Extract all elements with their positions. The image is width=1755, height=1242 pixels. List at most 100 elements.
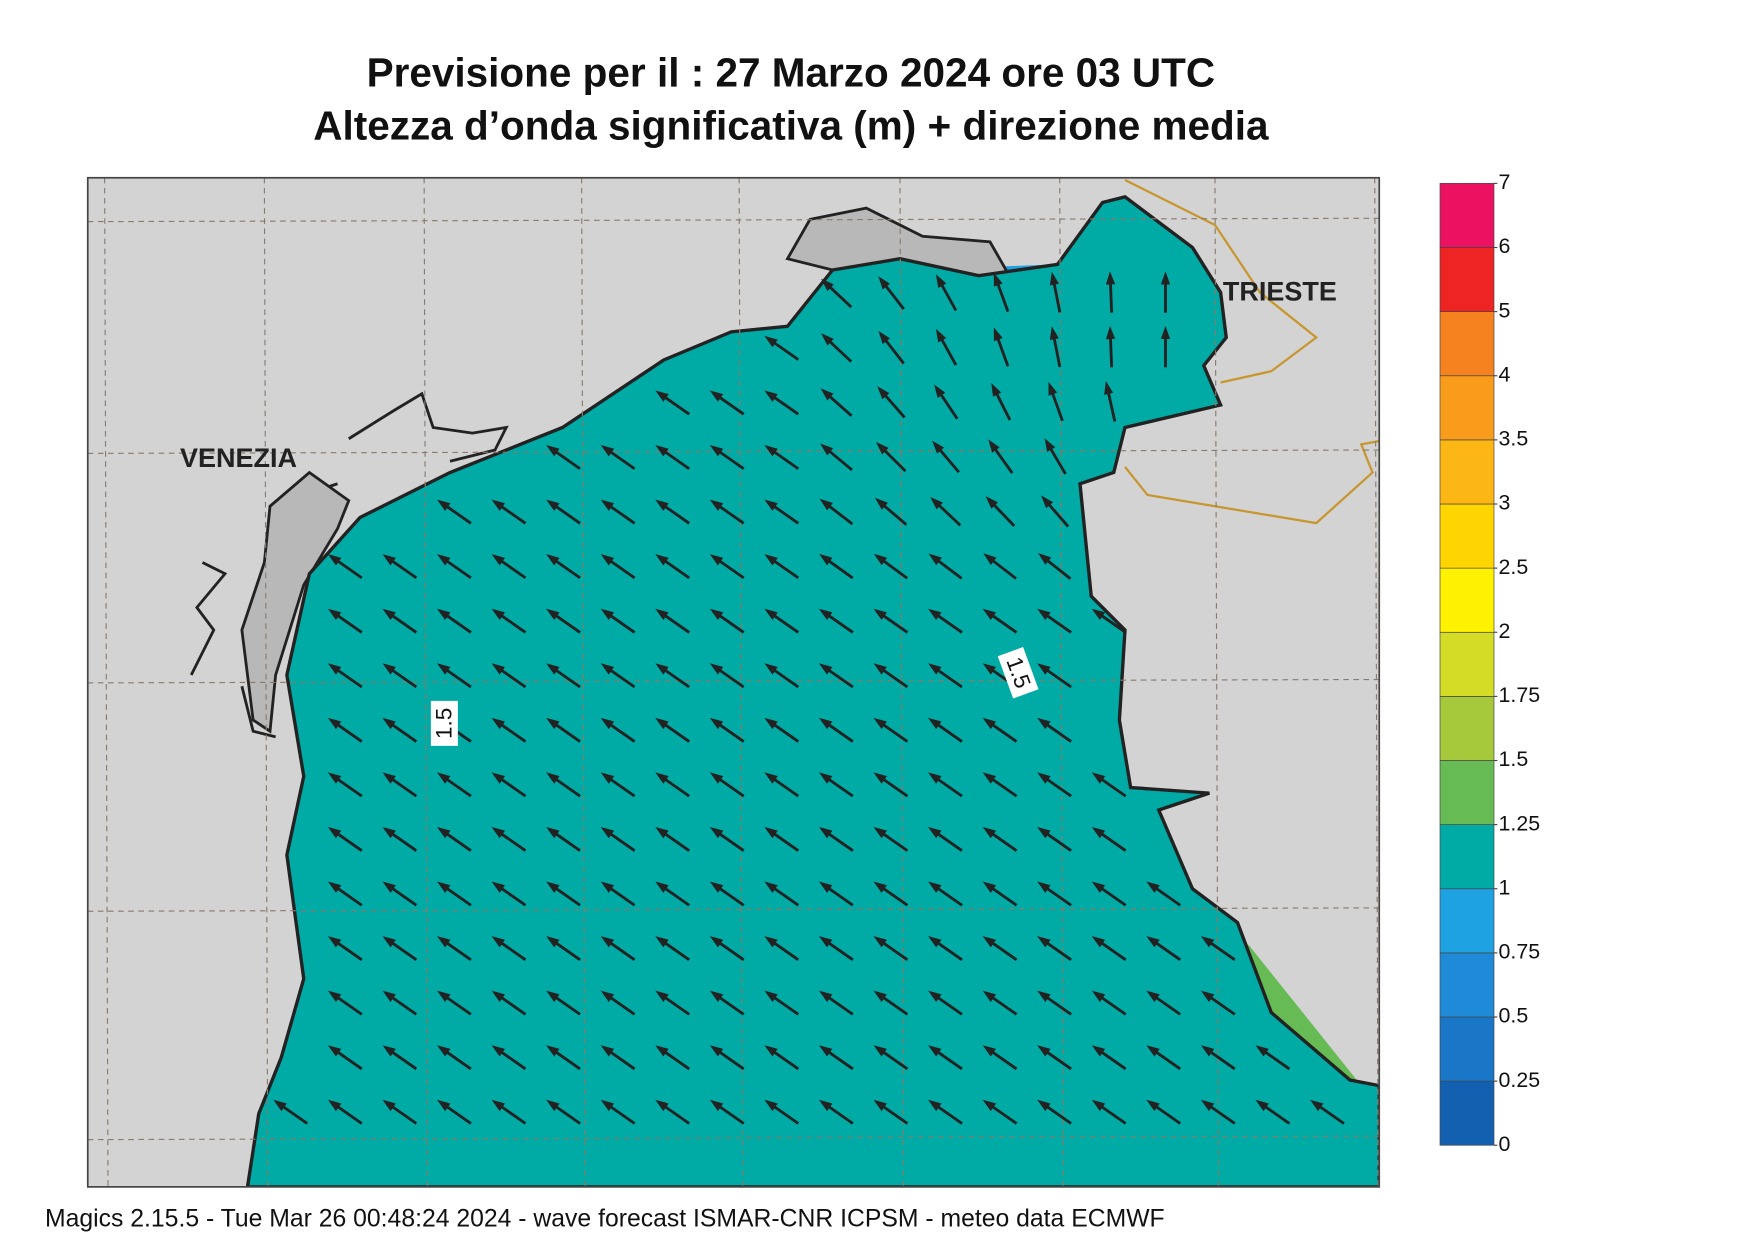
arrow-head bbox=[873, 881, 887, 893]
arrow-head bbox=[491, 717, 505, 730]
colorbar-band bbox=[1439, 439, 1495, 505]
arrow-head bbox=[655, 390, 669, 402]
arrow-head bbox=[818, 608, 833, 621]
colorbar-band bbox=[1439, 567, 1495, 633]
arrow-head bbox=[437, 881, 451, 893]
arrow-head bbox=[546, 499, 560, 511]
arrow-head bbox=[382, 663, 396, 675]
arrow-head bbox=[437, 499, 451, 511]
arrow-head bbox=[1146, 936, 1160, 948]
arrow-head bbox=[382, 772, 396, 784]
arrow-head bbox=[546, 717, 560, 730]
arrow-head bbox=[655, 608, 669, 621]
arrow-head bbox=[1037, 1099, 1051, 1112]
arrow-head bbox=[600, 499, 615, 511]
arrow-head bbox=[491, 554, 505, 566]
arrow-head bbox=[546, 554, 560, 566]
arrow-head bbox=[1037, 936, 1051, 948]
wave-direction-arrows bbox=[273, 271, 1345, 1125]
place-label: VENEZIA bbox=[180, 443, 297, 473]
arrow-head bbox=[928, 608, 942, 621]
graticule-line bbox=[87, 678, 1380, 684]
arrow-head bbox=[1037, 608, 1051, 621]
arrow-head bbox=[819, 553, 833, 566]
arrow-head bbox=[382, 1045, 396, 1057]
arrow-head bbox=[655, 717, 669, 730]
graticule-line bbox=[1374, 177, 1379, 1187]
arrow-head bbox=[655, 936, 669, 948]
arrow-head bbox=[820, 388, 834, 401]
arrow-head bbox=[1038, 553, 1052, 565]
arrow-head bbox=[437, 826, 451, 839]
arrow-head bbox=[709, 826, 724, 839]
arrow-head bbox=[928, 663, 942, 675]
arrow-head bbox=[982, 881, 997, 893]
arrow-head bbox=[546, 990, 560, 1002]
arrow-head bbox=[709, 608, 724, 621]
colorbar-band bbox=[1439, 375, 1495, 441]
arrow-head bbox=[655, 1045, 669, 1057]
arrow-head bbox=[491, 990, 505, 1002]
arrow-head bbox=[821, 333, 834, 346]
arrow-head bbox=[382, 936, 396, 948]
arrow-head bbox=[993, 272, 1003, 287]
arrow-head bbox=[1048, 381, 1058, 396]
arrow-head bbox=[1037, 1045, 1051, 1057]
arrow-head bbox=[1037, 772, 1051, 784]
arrow-head bbox=[993, 327, 1003, 342]
arrow-head bbox=[273, 1099, 287, 1112]
arrow-head bbox=[1091, 772, 1106, 784]
arrow-head bbox=[437, 608, 451, 621]
arrow-head bbox=[546, 881, 560, 893]
graticule-line bbox=[104, 177, 109, 1187]
colorbar-label: 0.25 bbox=[1499, 1068, 1541, 1092]
colorbar-label: 4 bbox=[1499, 362, 1511, 386]
arrow-head bbox=[546, 936, 560, 948]
arrow-head bbox=[491, 1045, 505, 1057]
arrow-head bbox=[491, 826, 505, 839]
arrow-head bbox=[764, 717, 778, 730]
arrow-head bbox=[327, 936, 342, 948]
arrow-head bbox=[437, 554, 451, 566]
arrow-head bbox=[709, 390, 724, 402]
arrow-head bbox=[1091, 1045, 1106, 1057]
arrow-head bbox=[819, 498, 833, 511]
arrow-head bbox=[928, 553, 942, 566]
arrow-head bbox=[935, 328, 947, 343]
arrow-head bbox=[1091, 1099, 1106, 1112]
arrow-head bbox=[437, 936, 451, 948]
arrow-head bbox=[709, 881, 724, 893]
arrow-head bbox=[382, 1099, 396, 1112]
arrow-head bbox=[873, 1045, 887, 1057]
graticule-line bbox=[87, 217, 1380, 223]
arrow-head bbox=[655, 554, 669, 566]
arrow-head bbox=[1146, 990, 1160, 1002]
arrow-head bbox=[928, 990, 942, 1002]
arrow-head bbox=[437, 1045, 451, 1057]
arrow-head bbox=[764, 826, 778, 839]
arrow-head bbox=[982, 608, 997, 621]
arrow-head bbox=[491, 881, 505, 893]
arrow-head bbox=[1160, 325, 1171, 340]
arrow-head bbox=[655, 990, 669, 1002]
colorbar-band bbox=[1439, 824, 1495, 890]
arrow-head bbox=[873, 1099, 887, 1112]
arrow-head bbox=[1146, 881, 1160, 893]
arrow-head bbox=[1200, 1045, 1215, 1057]
colorbar-band bbox=[1439, 1080, 1495, 1146]
arrow-head bbox=[1037, 717, 1051, 730]
colorbar-label: 7 bbox=[1499, 170, 1511, 194]
arrow-head bbox=[655, 663, 669, 675]
arrow-head bbox=[928, 772, 942, 784]
arrow-head bbox=[764, 1045, 778, 1057]
arrow-head bbox=[818, 990, 833, 1002]
graticule-line bbox=[87, 907, 1380, 912]
arrow-head bbox=[873, 772, 887, 784]
arrow-head bbox=[437, 772, 451, 784]
arrow-head bbox=[600, 881, 615, 893]
subtitle: Altezza d’onda significativa (m) + direz… bbox=[313, 103, 1269, 149]
arrow-head bbox=[932, 440, 945, 454]
arrow-head bbox=[934, 384, 946, 398]
arrow-head bbox=[1037, 881, 1051, 893]
